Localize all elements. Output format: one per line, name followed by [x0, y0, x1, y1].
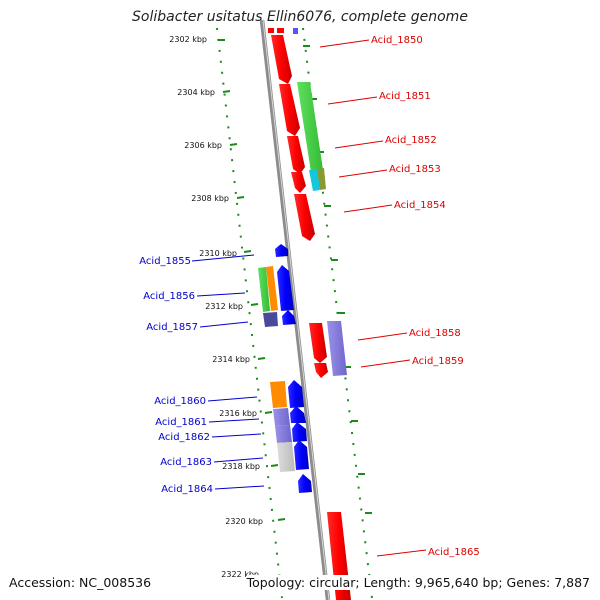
gene-acid-1853-cyan[interactable] [309, 168, 326, 191]
label-acid-1862: Acid_1862 [158, 432, 210, 443]
genome-backbone [259, 19, 331, 600]
gene-acid-1855[interactable] [275, 244, 288, 257]
right-gene-labels: Acid_1850 Acid_1851 Acid_1852 Acid_1853 … [319, 35, 480, 558]
accession-text: Accession: NC_008536 [9, 575, 152, 590]
left-tick-track [216, 27, 283, 599]
label-acid-1865: Acid_1865 [428, 547, 480, 558]
label-acid-1864: Acid_1864 [161, 484, 213, 495]
tick-label-2312: 2312 kbp [205, 302, 243, 311]
genome-summary-text: Topology: circular; Length: 9,965,640 bp… [246, 575, 590, 590]
tick-label-2306: 2306 kbp [184, 141, 222, 150]
gene-acid-1860[interactable] [270, 380, 304, 408]
label-acid-1852: Acid_1852 [385, 135, 437, 146]
gene-acid-1862[interactable] [275, 422, 307, 443]
gene-acid-1859[interactable] [327, 321, 347, 376]
gene-acid-1850[interactable] [271, 35, 292, 84]
gene-acid-1863[interactable] [277, 440, 309, 472]
gene-acid-1858[interactable] [309, 323, 328, 378]
label-acid-1853: Acid_1853 [389, 164, 441, 175]
label-acid-1857: Acid_1857 [146, 322, 198, 333]
label-acid-1850: Acid_1850 [371, 35, 423, 46]
tick-label-2318: 2318 kbp [222, 462, 260, 471]
gene-acid-1851-green[interactable] [297, 82, 323, 172]
tick-label-2302: 2302 kbp [169, 35, 207, 44]
gene-top-partial[interactable] [268, 28, 298, 34]
gene-acid-1864[interactable] [298, 474, 312, 493]
tick-label-2322: 2322 kbp [221, 570, 259, 579]
label-acid-1861: Acid_1861 [155, 417, 207, 428]
tick-label-2304: 2304 kbp [177, 88, 215, 97]
gene-acid-1854[interactable] [294, 194, 315, 241]
label-acid-1860: Acid_1860 [154, 396, 206, 407]
label-acid-1858: Acid_1858 [409, 328, 461, 339]
label-acid-1854: Acid_1854 [394, 200, 446, 211]
label-acid-1855: Acid_1855 [139, 256, 191, 267]
gene-acid-1861[interactable] [273, 406, 306, 426]
tick-label-2320: 2320 kbp [225, 517, 263, 526]
gene-acid-1851[interactable] [279, 84, 300, 136]
tick-label-2314: 2314 kbp [212, 355, 250, 364]
tick-label-2316: 2316 kbp [219, 409, 257, 418]
label-acid-1859: Acid_1859 [412, 356, 464, 367]
kbp-labels: 2302 kbp 2304 kbp 2306 kbp 2308 kbp 2310… [169, 35, 263, 579]
gene-acid-1856[interactable] [258, 265, 294, 312]
gene-acid-1852-1853-red[interactable] [287, 136, 306, 193]
right-tick-track [302, 27, 373, 599]
gene-acid-1857[interactable] [263, 310, 296, 327]
label-acid-1856: Acid_1856 [143, 291, 195, 302]
map-title: Solibacter usitatus Ellin6076, complete … [132, 9, 468, 25]
tick-label-2310: 2310 kbp [199, 249, 237, 258]
label-acid-1851: Acid_1851 [379, 91, 431, 102]
label-acid-1863: Acid_1863 [160, 457, 212, 468]
left-gene-labels: Acid_1855 Acid_1856 Acid_1857 Acid_1860 … [139, 254, 265, 495]
tick-label-2308: 2308 kbp [191, 194, 229, 203]
